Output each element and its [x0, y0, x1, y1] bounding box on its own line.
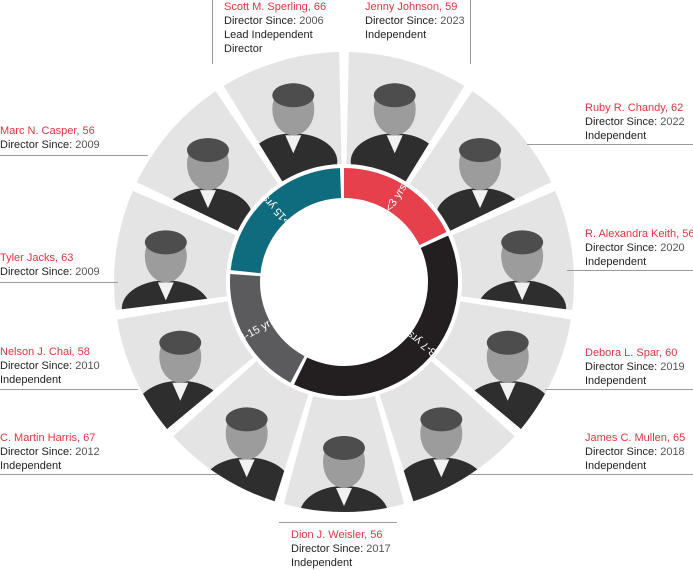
director-since-label: Director Since: [291, 543, 364, 555]
director-since-label: Director Since: [365, 15, 438, 27]
director-since-year: 2022 [660, 116, 685, 128]
portrait-collar [499, 382, 516, 401]
portrait-collar [285, 135, 302, 154]
director-name: Dion J. Weisler, 56 [291, 529, 383, 541]
director-since-year: 2006 [299, 15, 324, 27]
director-since-year: 2019 [660, 361, 685, 373]
portrait-hair [272, 83, 315, 108]
portrait-collar [157, 282, 174, 301]
leader-line-harris [0, 474, 218, 475]
tenure-segment-3 [230, 274, 305, 383]
director-label-chai: Nelson J. Chai, 58 Director Since: 2010 … [0, 345, 100, 387]
director-status-line2: Director [224, 43, 263, 55]
portrait-hair [420, 407, 463, 432]
leader-line-keith [567, 270, 693, 271]
director-status: Lead Independent [224, 29, 313, 41]
director-since-label: Director Since: [224, 15, 297, 27]
portrait-collar [433, 459, 450, 478]
director-since-label: Director Since: [585, 361, 658, 373]
director-status: Independent [585, 130, 647, 142]
tenure-segment-2 [294, 235, 459, 396]
director-label-sperling: Scott M. Sperling, 66 Director Since: 20… [224, 0, 326, 56]
director-since-year: 2009 [75, 139, 100, 151]
director-label-spar: Debora L. Spar, 60 Director Since: 2019 … [585, 346, 685, 388]
director-name: Tyler Jacks, 63 [0, 252, 74, 264]
director-since-year: 2012 [75, 446, 100, 458]
director-name: R. Alexandra Keith, 56 [585, 228, 693, 240]
director-since-year: 2010 [75, 360, 100, 372]
director-since-label: Director Since: [585, 242, 658, 254]
portrait-segment-weisler [283, 395, 405, 513]
portrait-suit [300, 486, 388, 513]
portrait-collar [336, 488, 352, 506]
director-name: Jenny Johnson, 59 [365, 1, 458, 13]
portrait-collar [238, 459, 255, 478]
portrait-hair [501, 230, 544, 255]
tenure-segment-1 [344, 168, 447, 246]
leader-line-chai [0, 389, 138, 390]
director-label-mullen: James C. Mullen, 65 Director Since: 2018… [585, 431, 685, 473]
leader-line-chandy [527, 144, 693, 145]
director-status: Independent [585, 375, 647, 387]
director-label-keith: R. Alexandra Keith, 56 Director Since: 2… [585, 227, 693, 269]
portrait-hair [159, 330, 202, 355]
leader-line-jacks [0, 282, 118, 283]
leader-line-weisler [279, 522, 397, 523]
tenure-segment-0 [230, 168, 342, 274]
portrait-hair [323, 436, 365, 460]
director-since-label: Director Since: [0, 446, 73, 458]
portrait-hair [459, 138, 502, 163]
director-since-label: Director Since: [585, 116, 658, 128]
portrait-segment-mullen [379, 361, 515, 502]
portrait-collar [472, 190, 489, 209]
director-label-harris: C. Martin Harris, 67 Director Since: 201… [0, 431, 100, 473]
leader-line-spar [545, 389, 693, 390]
director-since-label: Director Since: [585, 446, 658, 458]
portrait-hair [486, 330, 529, 355]
director-label-weisler: Dion J. Weisler, 56 Director Since: 2017… [291, 528, 391, 570]
portrait-hair [225, 407, 268, 432]
director-name: C. Martin Harris, 67 [0, 432, 96, 444]
director-name: Ruby R. Chandy, 62 [585, 102, 684, 114]
leader-line-mullen [470, 474, 693, 475]
director-since-year: 2023 [440, 15, 465, 27]
director-status: Independent [585, 256, 647, 268]
portrait-collar [172, 382, 189, 401]
director-since-year: 2009 [75, 266, 100, 278]
director-label-chandy: Ruby R. Chandy, 62 Director Since: 2022 … [585, 101, 685, 143]
director-name: Nelson J. Chai, 58 [0, 346, 90, 358]
leader-line-johnson [470, 0, 471, 64]
portrait-collar [199, 190, 216, 209]
director-name: James C. Mullen, 65 [585, 432, 686, 444]
director-name: Debora L. Spar, 60 [585, 347, 678, 359]
portrait-collar [386, 135, 403, 154]
leader-line-sperling [212, 0, 213, 64]
director-since-label: Director Since: [0, 139, 73, 151]
director-since-year: 2018 [660, 446, 685, 458]
director-status: Independent [0, 374, 62, 386]
director-label-johnson: Jenny Johnson, 59 Director Since: 2023 I… [365, 0, 465, 42]
director-since-label: Director Since: [0, 360, 73, 372]
director-since-year: 2017 [366, 543, 391, 555]
director-status: Independent [365, 29, 427, 41]
director-name: Scott M. Sperling, 66 [224, 1, 327, 13]
portrait-hair [373, 83, 416, 108]
director-label-casper: Marc N. Casper, 56 Director Since: 2009 [0, 124, 100, 152]
portrait-collar [514, 282, 531, 301]
director-name: Marc N. Casper, 56 [0, 125, 95, 137]
director-label-jacks: Tyler Jacks, 63 Director Since: 2009 [0, 251, 100, 279]
director-status: Independent [585, 460, 647, 472]
director-since-label: Director Since: [0, 266, 73, 278]
portrait-hair [144, 230, 187, 255]
director-status: Independent [291, 557, 353, 569]
director-since-year: 2020 [660, 242, 685, 254]
portrait-hair [186, 138, 229, 163]
director-status: Independent [0, 460, 62, 472]
leader-line-casper [0, 155, 148, 156]
